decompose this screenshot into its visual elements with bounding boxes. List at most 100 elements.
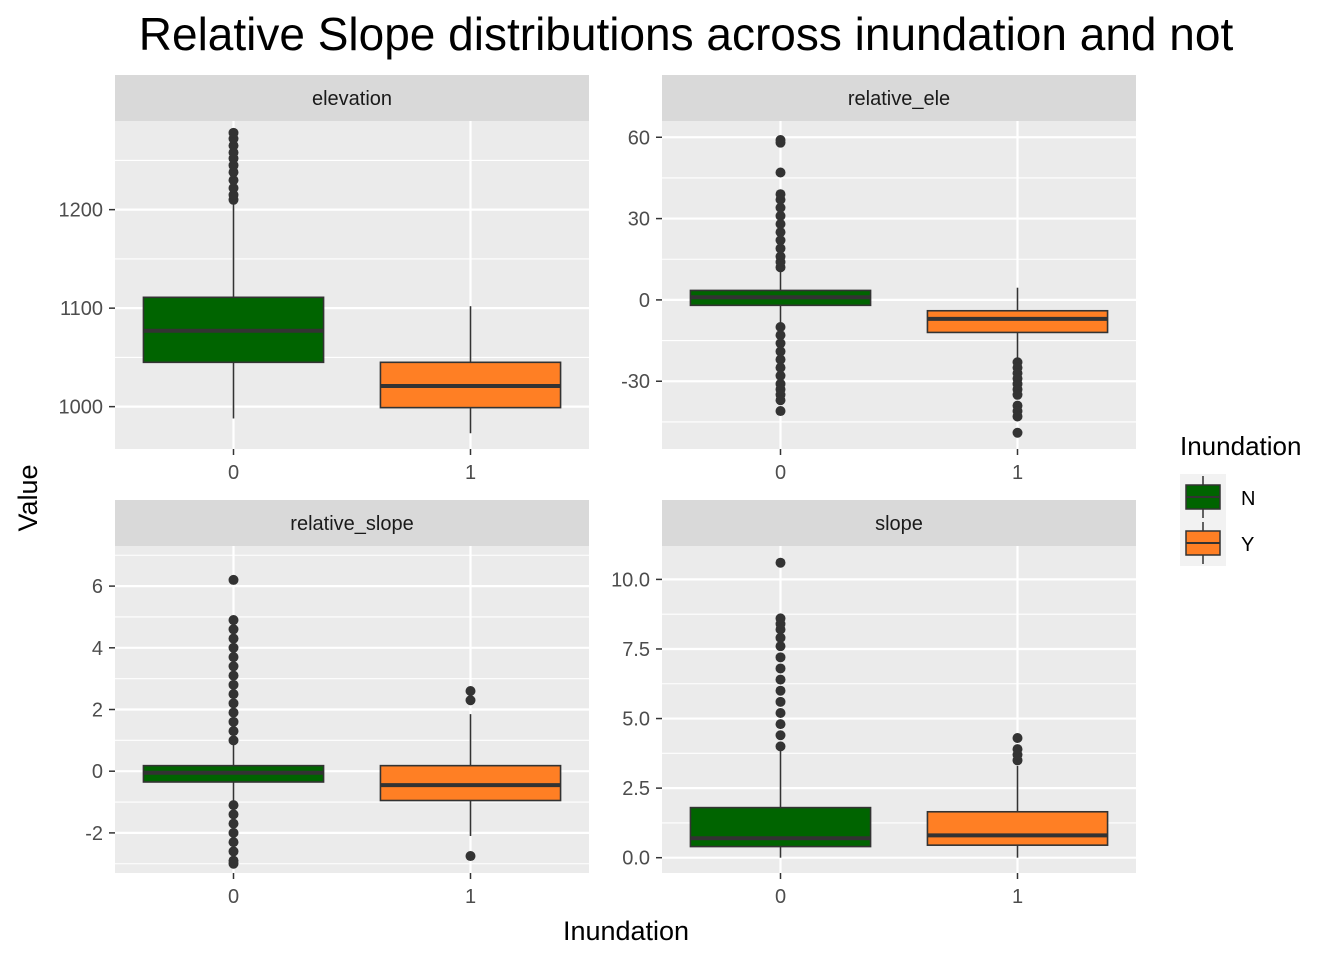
box-body: [379, 764, 562, 802]
outlier-point: [775, 730, 786, 741]
outlier-point: [228, 661, 239, 672]
outlier-point: [228, 633, 239, 644]
x-tick-label: 0: [775, 462, 786, 484]
outlier-point: [228, 147, 239, 158]
outlier-point: [775, 741, 786, 752]
x-axis-label: Inundation: [563, 916, 689, 946]
y-tick-label: 10.0: [611, 569, 650, 591]
outlier-point: [228, 679, 239, 690]
outlier-point: [228, 189, 239, 200]
outlier-point: [228, 846, 239, 857]
outlier-point: [228, 858, 239, 869]
outlier-point: [775, 251, 786, 262]
y-tick-label: 2.5: [622, 778, 650, 800]
x-tick-label: 0: [228, 886, 239, 908]
outlier-point: [775, 210, 786, 221]
facet-strip: [662, 500, 1136, 546]
outlier-point: [228, 615, 239, 626]
outlier-point: [775, 189, 786, 200]
legend-label: N: [1241, 488, 1255, 510]
chart-title: Relative Slope distributions across inun…: [139, 8, 1234, 60]
box-Y-1: [379, 685, 562, 862]
y-tick-label: 5.0: [622, 709, 650, 731]
outlier-point: [228, 707, 239, 718]
y-tick-label: -30: [621, 371, 650, 393]
outlier-point: [775, 370, 786, 381]
outlier-point: [775, 641, 786, 652]
y-tick-label: 1200: [59, 200, 104, 222]
y-tick-label: 2: [92, 700, 103, 722]
panel-relative_slope: relative_slope -2 0 2 4 6 0 1: [85, 500, 589, 908]
y-tick-label: 4: [92, 638, 103, 660]
legend-keys: NY: [1180, 474, 1255, 566]
outlier-point: [775, 338, 786, 349]
outlier-point: [1012, 389, 1023, 400]
panel-slope: slope 0.0 2.5 5.0 7.5 10.0 0 1: [611, 500, 1136, 908]
y-tick-label: 1100: [60, 298, 103, 320]
box-Y-1: [926, 287, 1109, 438]
outlier-point: [775, 685, 786, 696]
outlier-point: [228, 698, 239, 709]
outlier-point: [775, 227, 786, 238]
facet-strip-label: relative_ele: [848, 88, 950, 110]
outlier-point: [775, 707, 786, 718]
outlier-point: [465, 695, 476, 706]
outlier-point: [775, 406, 786, 417]
outlier-point: [775, 330, 786, 341]
box-N-0: [142, 574, 325, 869]
y-tick-label: 0.0: [622, 848, 650, 870]
outlier-point: [228, 809, 239, 820]
outlier-point: [228, 735, 239, 746]
outlier-point: [775, 557, 786, 568]
outlier-point: [775, 219, 786, 230]
outlier-point: [228, 160, 239, 171]
outlier-point: [775, 696, 786, 707]
panel-relative_ele: relative_ele -30 0 30 60 0 1: [621, 75, 1136, 484]
outlier-point: [775, 632, 786, 643]
legend-label: Y: [1241, 534, 1254, 556]
outlier-point: [228, 642, 239, 653]
legend-title: Inundation: [1180, 431, 1301, 461]
outlier-point: [775, 652, 786, 663]
y-axis-label: Value: [13, 464, 43, 531]
outlier-point: [1012, 744, 1023, 755]
outlier-point: [1012, 411, 1023, 422]
outlier-point: [228, 827, 239, 838]
legend: Inundation NY: [1180, 431, 1301, 566]
outlier-point: [228, 818, 239, 829]
x-tick-label: 0: [775, 886, 786, 908]
outlier-point: [775, 202, 786, 213]
outlier-point: [228, 574, 239, 585]
x-tick-label: 1: [1012, 462, 1023, 484]
y-tick-label: -2: [85, 823, 103, 845]
box-Y-1: [379, 306, 562, 434]
box-N-0: [689, 557, 872, 858]
outlier-point: [775, 346, 786, 357]
outlier-point: [775, 362, 786, 373]
y-tick-label: 0: [92, 761, 103, 783]
legend-key-N: N: [1180, 474, 1255, 520]
box-body: [926, 309, 1109, 334]
box-N-0: [689, 134, 872, 417]
outlier-point: [228, 689, 239, 700]
facet-strip: [662, 75, 1136, 121]
x-tick-label: 1: [465, 462, 476, 484]
facet-strip: [115, 75, 589, 121]
box-Y-1: [926, 733, 1109, 858]
outlier-point: [775, 674, 786, 685]
panel-background: [662, 121, 1136, 449]
outlier-point: [775, 167, 786, 178]
facet-strip-label: slope: [875, 513, 923, 535]
outlier-point: [775, 395, 786, 406]
outlier-point: [775, 322, 786, 333]
outlier-point: [228, 726, 239, 737]
outlier-point: [775, 613, 786, 624]
x-tick-label: 1: [1012, 886, 1023, 908]
outlier-point: [228, 837, 239, 848]
outlier-point: [465, 685, 476, 696]
outlier-point: [775, 354, 786, 365]
outlier-point: [228, 652, 239, 663]
outlier-point: [228, 127, 239, 138]
